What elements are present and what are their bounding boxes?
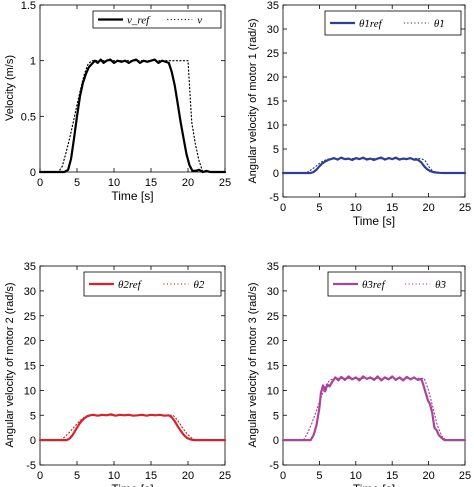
x-tick-label: 10 xyxy=(108,177,120,189)
y-tick-label: -5 xyxy=(269,460,279,472)
y-tick-label: 30 xyxy=(24,286,36,298)
x-axis-label: Time [s] xyxy=(353,214,395,228)
legend-box xyxy=(92,10,222,29)
x-tick-label: 0 xyxy=(280,470,286,482)
y-tick-label: 20 xyxy=(267,336,279,348)
measured-series-line xyxy=(282,377,466,441)
y-tick-label: 5 xyxy=(273,144,279,156)
x-tick-label: 10 xyxy=(108,470,120,482)
y-tick-label: 20 xyxy=(267,72,279,84)
y-tick-label: 25 xyxy=(267,48,279,60)
y-axis-label: Angular velocity of motor 1 (rad/s) xyxy=(247,18,259,183)
plot-area xyxy=(39,265,226,466)
x-tick-label: 15 xyxy=(145,177,157,189)
y-axis-label: Angular velocity of motor 2 (rad/s) xyxy=(4,282,16,447)
y-tick-label: 1.5 xyxy=(21,0,36,12)
measured-series-line xyxy=(282,158,466,174)
legend-label-reference: θ̇2ref xyxy=(118,279,143,291)
y-tick-label: 10 xyxy=(267,120,279,132)
legend-label-reference: v_ref xyxy=(127,15,151,27)
y-tick-label: 15 xyxy=(267,96,279,108)
y-tick-label: -5 xyxy=(269,192,279,204)
x-tick-label: 0 xyxy=(37,177,43,189)
legend-label-measured: θ̇2 xyxy=(193,279,204,291)
x-tick-label: 10 xyxy=(350,470,362,482)
legend-label-measured: θ̇1 xyxy=(434,18,445,30)
legend-label-measured: θ̇3 xyxy=(435,279,446,291)
y-tick-label: 10 xyxy=(24,385,36,397)
x-axis-label: Time [s] xyxy=(111,189,153,203)
reference-series-line xyxy=(281,375,467,442)
y-tick-label: 0 xyxy=(30,167,36,179)
plot-area xyxy=(282,4,466,198)
y-tick-label: 10 xyxy=(267,385,279,397)
legend-label-reference: θ̇3ref xyxy=(362,279,387,291)
x-axis-label: Time [s] xyxy=(353,482,395,487)
x-tick-label: 20 xyxy=(422,202,434,214)
x-tick-label: 15 xyxy=(386,202,398,214)
measured-series-line xyxy=(39,414,226,441)
plot-area xyxy=(39,4,226,173)
y-tick-label: 5 xyxy=(273,410,279,422)
legend-label-reference: θ̇1ref xyxy=(359,18,384,30)
y-tick-label: 15 xyxy=(24,361,36,373)
plot-area xyxy=(282,265,466,466)
x-tick-label: 25 xyxy=(459,470,471,482)
y-tick-label: -5 xyxy=(26,460,36,472)
y-tick-label: 35 xyxy=(24,261,36,273)
x-tick-label: 5 xyxy=(74,177,80,189)
x-tick-label: 10 xyxy=(350,202,362,214)
y-tick-label: 35 xyxy=(267,0,279,12)
x-tick-label: 25 xyxy=(459,202,471,214)
legend-label-measured: v xyxy=(197,15,202,27)
y-axis-label: Angular velocity of motor 3 (rad/s) xyxy=(247,282,259,447)
y-tick-label: 30 xyxy=(267,286,279,298)
x-tick-label: 0 xyxy=(280,202,286,214)
y-tick-label: 30 xyxy=(267,24,279,36)
x-tick-label: 25 xyxy=(219,470,231,482)
x-tick-label: 20 xyxy=(182,470,194,482)
y-tick-label: 0 xyxy=(273,435,279,447)
x-tick-label: 0 xyxy=(37,470,43,482)
reference-series-line xyxy=(38,413,227,442)
y-tick-label: 0 xyxy=(30,435,36,447)
y-tick-label: 5 xyxy=(30,410,36,422)
y-tick-label: 25 xyxy=(24,311,36,323)
y-tick-label: 1 xyxy=(30,56,36,68)
measured-series-line xyxy=(39,60,226,173)
y-tick-label: 0 xyxy=(273,168,279,180)
y-tick-label: 0.5 xyxy=(21,111,36,123)
x-tick-label: 5 xyxy=(316,202,322,214)
y-tick-label: 35 xyxy=(267,261,279,273)
velocity-chart: 0 5 10 15 20 25 0 0.5 1 1.5 Time [s] Velocity (m/s)… xyxy=(4,0,231,203)
x-tick-label: 15 xyxy=(386,470,398,482)
y-axis-label: Velocity (m/s) xyxy=(4,55,16,121)
y-tick-label: 25 xyxy=(267,311,279,323)
x-tick-label: 20 xyxy=(182,177,194,189)
x-tick-label: 5 xyxy=(74,470,80,482)
y-tick-label: 15 xyxy=(267,361,279,373)
x-axis-label: Time [s] xyxy=(111,482,153,487)
x-tick-label: 5 xyxy=(316,470,322,482)
x-tick-label: 25 xyxy=(219,177,231,189)
x-tick-label: 15 xyxy=(145,470,157,482)
y-tick-label: 20 xyxy=(24,336,36,348)
reference-series-line xyxy=(281,156,467,175)
x-tick-label: 20 xyxy=(422,470,434,482)
